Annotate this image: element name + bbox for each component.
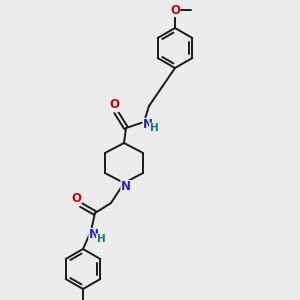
Text: H: H [150, 123, 158, 133]
Text: N: N [121, 181, 131, 194]
Text: N: N [143, 118, 153, 131]
Text: H: H [97, 234, 105, 244]
Text: O: O [71, 193, 81, 206]
Text: O: O [170, 4, 180, 16]
Text: N: N [89, 229, 99, 242]
Text: O: O [109, 98, 119, 112]
